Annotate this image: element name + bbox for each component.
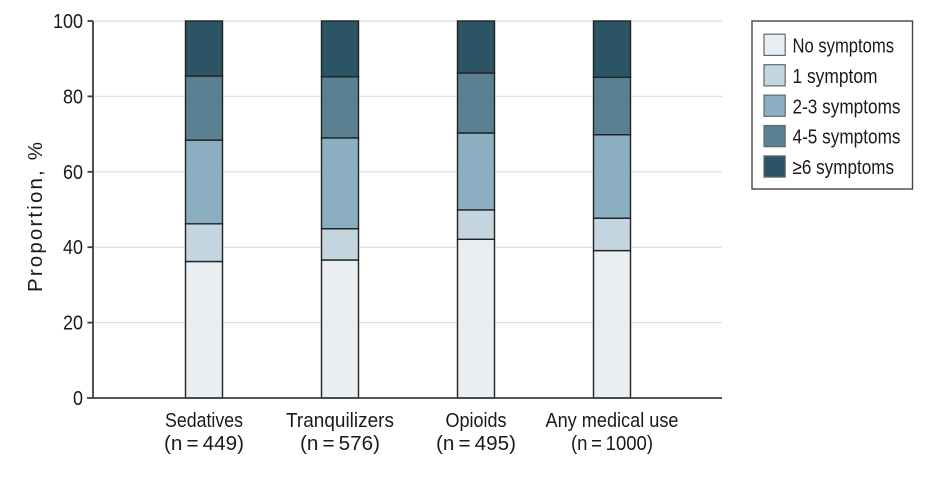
svg-text:20: 20 xyxy=(63,313,83,335)
svg-text:40: 40 xyxy=(63,237,83,259)
svg-text:Tranquilizers: Tranquilizers xyxy=(286,410,394,432)
svg-text:(n = 576): (n = 576) xyxy=(300,433,380,455)
svg-text:Opioids: Opioids xyxy=(446,410,507,432)
svg-text:80: 80 xyxy=(63,86,83,108)
svg-text:2-3 symptoms: 2-3 symptoms xyxy=(793,95,901,118)
svg-text:No symptoms: No symptoms xyxy=(793,35,895,58)
svg-text:(n = 449): (n = 449) xyxy=(164,433,244,455)
svg-text:4-5 symptoms: 4-5 symptoms xyxy=(793,126,901,149)
svg-text:Sedatives: Sedatives xyxy=(165,410,243,432)
svg-text:(n = 495): (n = 495) xyxy=(436,433,516,455)
svg-text:60: 60 xyxy=(63,162,83,184)
svg-text:≥6 symptoms: ≥6 symptoms xyxy=(793,156,895,179)
svg-text:0: 0 xyxy=(73,388,83,410)
svg-text:Any medical use: Any medical use xyxy=(546,410,679,432)
svg-text:1 symptom: 1 symptom xyxy=(793,65,878,88)
svg-text:Proportion, %: Proportion, % xyxy=(24,142,47,292)
svg-text:100: 100 xyxy=(53,11,83,33)
svg-text:(n = 1000): (n = 1000) xyxy=(571,433,653,455)
